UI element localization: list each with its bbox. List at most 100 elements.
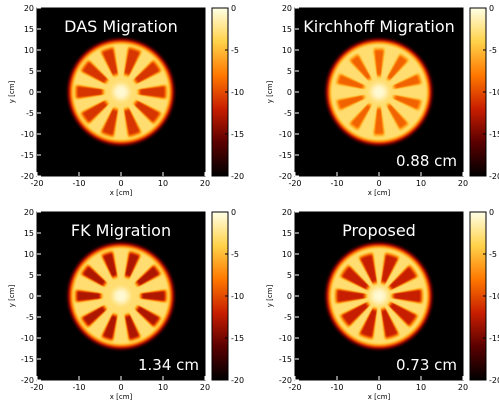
colorbar-tick-label: -5	[231, 46, 239, 55]
y-tick-label: 0	[287, 292, 292, 301]
y-tick-label: -15	[21, 355, 34, 364]
y-tick-label: 10	[282, 46, 292, 55]
panel-title: FK Migration	[71, 221, 171, 240]
y-tick-label: 5	[29, 67, 34, 76]
heatmap-image	[37, 212, 205, 380]
heatmap-panel-1: -20 -10 0 10 20 20 15 10 5 0 -5 -10 -15 -20 x [cm] y [c…	[8, 4, 244, 197]
y-tick-label: 5	[29, 271, 34, 280]
heatmap-panel-3: -20 -10 0 10 20 20 15 10 5 0 -5 -10 -15 -20 x [cm] y [c…	[8, 208, 244, 401]
x-tick-label: -10	[72, 179, 85, 188]
panel-title: Kirchhoff Migration	[303, 17, 455, 36]
y-tick-label: 20	[282, 4, 292, 13]
colorbar-tick-label: -15	[231, 334, 244, 343]
y-tick-label: -10	[279, 130, 292, 139]
y-tick-label: 15	[282, 229, 292, 238]
y-tick-label: -15	[21, 151, 34, 160]
y-axis-label: y [cm]	[8, 80, 16, 103]
y-tick-label: 15	[282, 25, 292, 34]
y-axis-label: y [cm]	[266, 284, 274, 307]
x-tick-label: 0	[118, 179, 123, 188]
x-axis-label: x [cm]	[368, 189, 391, 197]
y-tick-label: 0	[29, 88, 34, 97]
x-tick-label: 20	[200, 383, 210, 392]
x-axis-label: x [cm]	[110, 393, 133, 401]
colorbar-tick-label: -5	[489, 46, 497, 55]
y-tick-label: -10	[279, 334, 292, 343]
y-tick-label: 10	[24, 46, 34, 55]
y-axis-label: y [cm]	[8, 284, 16, 307]
colorbar-tick-label: -20	[489, 172, 499, 181]
x-tick-label: 0	[376, 179, 381, 188]
y-tick-label: 20	[24, 208, 34, 217]
colorbar-tick-label: -5	[231, 250, 239, 259]
colorbar-tick-label: -10	[489, 88, 499, 97]
x-tick-label: 0	[118, 383, 123, 392]
x-tick-label: 20	[458, 383, 468, 392]
colorbar-tick-label: 0	[231, 4, 236, 13]
colorbar-tick-label: -10	[231, 88, 244, 97]
y-tick-label: -5	[284, 313, 292, 322]
x-tick-label: 10	[416, 179, 426, 188]
y-tick-label: -20	[279, 172, 292, 181]
colorbar-tick-label: -20	[231, 172, 244, 181]
x-tick-label: 20	[200, 179, 210, 188]
y-tick-label: 10	[24, 250, 34, 259]
colorbar-tick-label: -10	[231, 292, 244, 301]
y-tick-label: -20	[21, 376, 34, 385]
colorbar-tick-label: 0	[489, 4, 494, 13]
x-tick-label: -20	[30, 179, 43, 188]
y-tick-label: -15	[279, 355, 292, 364]
colorbar: 0 -5 -10 -15 -20	[211, 208, 244, 385]
x-tick-label: 20	[458, 179, 468, 188]
x-tick-label: -10	[72, 383, 85, 392]
colorbar-tick-label: -15	[489, 334, 499, 343]
colorbar-tick-label: -15	[231, 130, 244, 139]
colorbar-tick-label: 0	[489, 208, 494, 217]
y-tick-label: -5	[26, 109, 34, 118]
colorbar-tick-label: 0	[231, 208, 236, 217]
x-axis-label: x [cm]	[368, 393, 391, 401]
y-tick-label: 5	[287, 67, 292, 76]
panel-title: DAS Migration	[64, 17, 178, 36]
heatmap-image	[295, 212, 463, 380]
y-tick-label: -5	[284, 109, 292, 118]
y-tick-label: 20	[24, 4, 34, 13]
colorbar: 0 -5 -10 -15 -20	[469, 4, 499, 181]
x-tick-label: -20	[288, 383, 301, 392]
x-tick-label: -10	[330, 179, 343, 188]
y-tick-label: -5	[26, 313, 34, 322]
x-tick-label: -20	[30, 383, 43, 392]
y-tick-label: 15	[24, 229, 34, 238]
heatmap-image	[37, 8, 205, 176]
y-axis-label: y [cm]	[266, 80, 274, 103]
y-tick-label: -10	[21, 130, 34, 139]
y-tick-label: -15	[279, 151, 292, 160]
colorbar-tick-label: -20	[231, 376, 244, 385]
colorbar-tick-label: -5	[489, 250, 497, 259]
panel-title: Proposed	[342, 221, 416, 240]
heatmap-panel-2: -20 -10 0 10 20 20 15 10 5 0 -5 -10 -15 -20 x [cm] y [c…	[266, 4, 499, 197]
y-tick-label: 0	[287, 88, 292, 97]
colorbar-tick-label: -10	[489, 292, 499, 301]
x-tick-label: 0	[376, 383, 381, 392]
x-tick-label: 10	[158, 179, 168, 188]
colorbar-tick-label: -15	[489, 130, 499, 139]
x-tick-label: -20	[288, 179, 301, 188]
y-tick-label: -10	[21, 334, 34, 343]
y-tick-label: -20	[279, 376, 292, 385]
y-tick-label: 10	[282, 250, 292, 259]
y-tick-label: 0	[29, 292, 34, 301]
x-tick-label: 10	[416, 383, 426, 392]
resolution-annotation: 0.73 cm	[396, 356, 457, 374]
heatmap-image	[295, 8, 463, 176]
heatmap-panel-4: -20 -10 0 10 20 20 15 10 5 0 -5 -10 -15 -20 x [cm] y [c…	[266, 208, 499, 401]
resolution-annotation: 1.34 cm	[138, 356, 199, 374]
y-tick-label: 5	[287, 271, 292, 280]
colorbar-tick-label: -20	[489, 376, 499, 385]
x-tick-label: -10	[330, 383, 343, 392]
colorbar: 0 -5 -10 -15 -20	[469, 208, 499, 385]
y-tick-label: 20	[282, 208, 292, 217]
resolution-annotation: 0.88 cm	[396, 152, 457, 170]
x-tick-label: 10	[158, 383, 168, 392]
